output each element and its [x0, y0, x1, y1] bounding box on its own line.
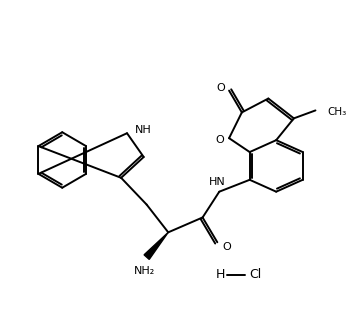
- Text: O: O: [216, 83, 225, 93]
- Text: Cl: Cl: [250, 268, 262, 282]
- Text: O: O: [222, 242, 231, 252]
- Text: NH₂: NH₂: [134, 266, 155, 276]
- Text: O: O: [215, 135, 224, 145]
- Text: NH: NH: [135, 125, 152, 135]
- Polygon shape: [144, 232, 168, 260]
- Text: H: H: [216, 268, 225, 282]
- Text: CH₃: CH₃: [327, 107, 346, 117]
- Text: HN: HN: [209, 177, 226, 187]
